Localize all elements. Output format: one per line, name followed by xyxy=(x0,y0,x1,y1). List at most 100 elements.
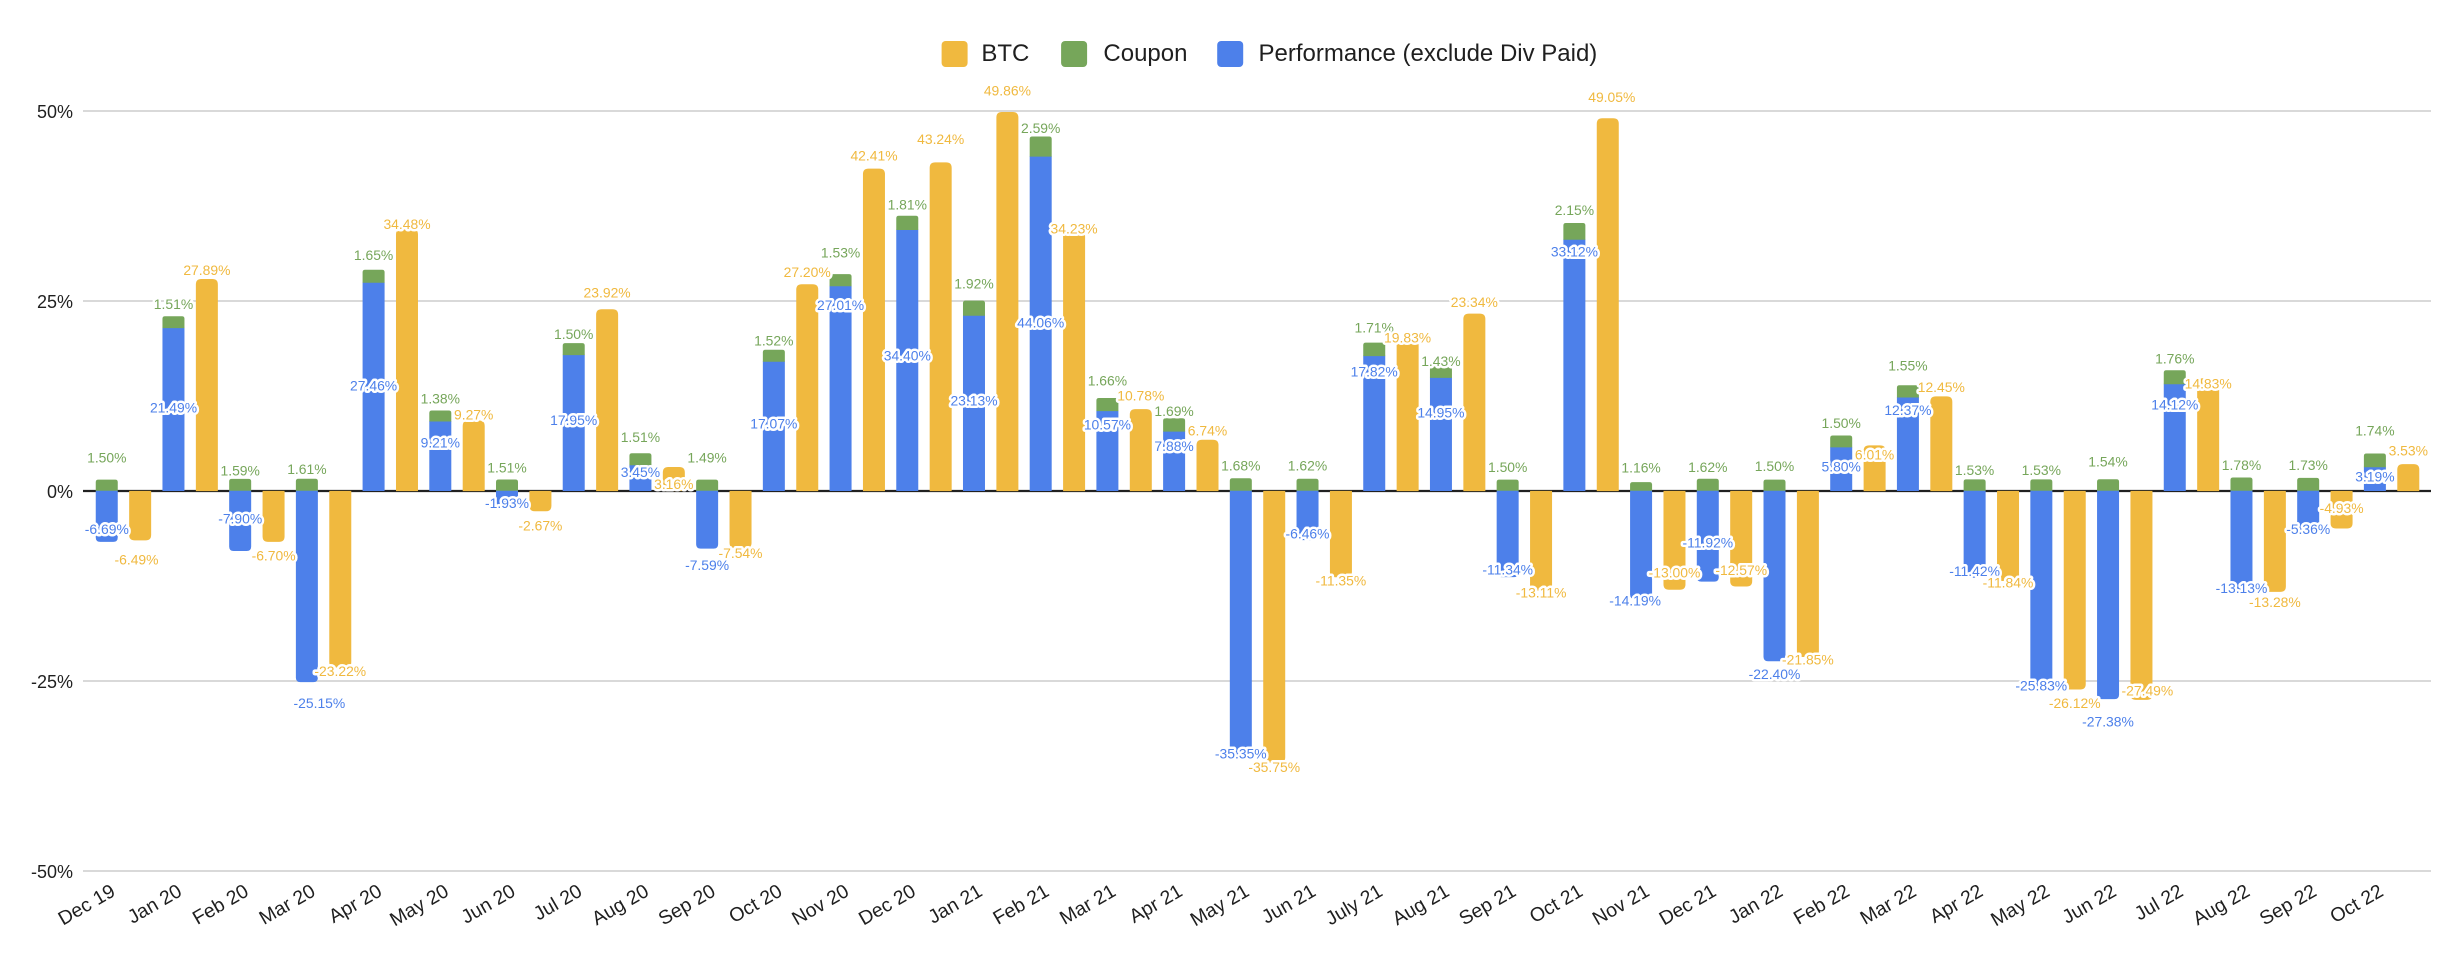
svg-text:-7.90%: -7.90% xyxy=(218,510,262,526)
svg-text:1.53%: 1.53% xyxy=(2022,462,2061,478)
svg-text:-6.69%: -6.69% xyxy=(85,521,129,537)
svg-text:1.53%: 1.53% xyxy=(1955,462,1994,478)
svg-text:25%: 25% xyxy=(37,292,73,312)
svg-text:-25%: -25% xyxy=(31,672,73,692)
svg-text:1.62%: 1.62% xyxy=(1688,459,1727,475)
svg-text:1.52%: 1.52% xyxy=(754,333,793,349)
svg-text:1.43%: 1.43% xyxy=(1421,353,1460,369)
svg-text:-11.84%: -11.84% xyxy=(1983,575,2034,591)
svg-text:1.53%: 1.53% xyxy=(821,245,860,261)
svg-text:10.57%: 10.57% xyxy=(1084,417,1131,433)
svg-text:-23.22%: -23.22% xyxy=(314,663,366,679)
svg-text:3.19%: 3.19% xyxy=(2355,469,2394,485)
svg-text:0%: 0% xyxy=(47,482,73,502)
svg-text:14.83%: 14.83% xyxy=(2185,376,2232,392)
svg-text:7.88%: 7.88% xyxy=(1154,438,1193,454)
svg-text:-35.35%: -35.35% xyxy=(1215,745,1267,761)
svg-text:-6.46%: -6.46% xyxy=(1285,526,1329,542)
svg-text:43.24%: 43.24% xyxy=(917,131,964,147)
svg-text:1.76%: 1.76% xyxy=(2155,351,2194,367)
svg-text:-7.54%: -7.54% xyxy=(718,545,762,561)
svg-text:-13.28%: -13.28% xyxy=(2249,594,2301,610)
svg-text:9.21%: 9.21% xyxy=(421,434,460,450)
svg-text:1.54%: 1.54% xyxy=(2088,454,2127,470)
svg-text:-6.49%: -6.49% xyxy=(114,551,158,567)
svg-text:-11.42%: -11.42% xyxy=(1949,563,2000,579)
svg-text:-11.92%: -11.92% xyxy=(1682,535,1733,551)
svg-text:10.78%: 10.78% xyxy=(1117,388,1164,404)
svg-text:-1.93%: -1.93% xyxy=(485,495,529,511)
svg-text:1.50%: 1.50% xyxy=(554,326,593,342)
svg-text:19.83%: 19.83% xyxy=(1384,329,1431,345)
svg-text:-27.38%: -27.38% xyxy=(2082,714,2134,730)
svg-text:42.41%: 42.41% xyxy=(850,148,897,164)
svg-text:50%: 50% xyxy=(37,102,73,122)
svg-text:23.13%: 23.13% xyxy=(950,393,997,409)
svg-text:49.05%: 49.05% xyxy=(1588,89,1635,105)
svg-text:-25.15%: -25.15% xyxy=(294,695,346,711)
svg-text:1.62%: 1.62% xyxy=(1288,458,1327,474)
svg-text:BTC: BTC xyxy=(981,40,1029,67)
svg-text:1.55%: 1.55% xyxy=(1888,358,1927,374)
svg-text:-25.83%: -25.83% xyxy=(2015,678,2067,694)
svg-text:3.45%: 3.45% xyxy=(621,464,660,480)
svg-text:-21.85%: -21.85% xyxy=(1782,651,1834,667)
svg-text:1.65%: 1.65% xyxy=(354,247,393,263)
svg-text:1.69%: 1.69% xyxy=(1154,403,1193,419)
svg-text:-27.49%: -27.49% xyxy=(2122,682,2174,698)
svg-text:1.61%: 1.61% xyxy=(287,461,326,477)
svg-text:1.78%: 1.78% xyxy=(2222,457,2261,473)
svg-text:1.59%: 1.59% xyxy=(221,462,260,478)
svg-text:1.38%: 1.38% xyxy=(421,390,460,406)
svg-text:9.27%: 9.27% xyxy=(454,406,493,422)
svg-text:-26.12%: -26.12% xyxy=(2049,695,2101,711)
svg-text:1.51%: 1.51% xyxy=(487,459,526,475)
svg-text:34.48%: 34.48% xyxy=(383,216,430,232)
svg-text:1.68%: 1.68% xyxy=(1221,458,1260,474)
svg-text:-6.70%: -6.70% xyxy=(252,547,296,563)
svg-text:14.12%: 14.12% xyxy=(2151,397,2198,413)
svg-text:27.20%: 27.20% xyxy=(784,264,831,280)
svg-text:1.73%: 1.73% xyxy=(2289,457,2328,473)
svg-text:23.92%: 23.92% xyxy=(584,285,631,301)
svg-text:17.07%: 17.07% xyxy=(750,416,797,432)
svg-text:-12.57%: -12.57% xyxy=(1715,562,1767,578)
svg-text:6.01%: 6.01% xyxy=(1855,447,1894,463)
svg-text:12.45%: 12.45% xyxy=(1918,379,1965,395)
svg-text:-13.00%: -13.00% xyxy=(1649,565,1701,581)
svg-text:-11.35%: -11.35% xyxy=(1316,572,1367,588)
svg-text:1.50%: 1.50% xyxy=(1755,458,1794,474)
svg-text:6.74%: 6.74% xyxy=(1188,423,1227,439)
svg-text:1.51%: 1.51% xyxy=(154,296,193,312)
svg-text:14.95%: 14.95% xyxy=(1417,405,1464,421)
svg-text:27.89%: 27.89% xyxy=(183,262,230,278)
svg-text:-22.40%: -22.40% xyxy=(1749,666,1801,682)
svg-text:33.12%: 33.12% xyxy=(1551,244,1598,260)
svg-text:1.50%: 1.50% xyxy=(87,450,126,466)
svg-text:-5.36%: -5.36% xyxy=(2286,521,2330,537)
svg-text:44.06%: 44.06% xyxy=(1017,315,1064,331)
svg-text:-35.75%: -35.75% xyxy=(1248,759,1300,775)
svg-text:1.81%: 1.81% xyxy=(888,197,927,213)
svg-text:1.50%: 1.50% xyxy=(1822,415,1861,431)
svg-text:-14.19%: -14.19% xyxy=(1609,593,1661,609)
svg-text:3.16%: 3.16% xyxy=(654,476,693,492)
svg-text:-13.11%: -13.11% xyxy=(1516,585,1567,601)
svg-text:-50%: -50% xyxy=(31,862,73,882)
svg-text:-11.34%: -11.34% xyxy=(1482,561,1533,577)
svg-text:1.50%: 1.50% xyxy=(1488,459,1527,475)
svg-text:23.34%: 23.34% xyxy=(1451,294,1498,310)
svg-text:27.46%: 27.46% xyxy=(350,378,397,394)
svg-text:34.40%: 34.40% xyxy=(884,348,931,364)
svg-text:Performance (exclude Div Paid): Performance (exclude Div Paid) xyxy=(1259,40,1598,67)
svg-text:17.95%: 17.95% xyxy=(550,412,597,428)
svg-text:49.86%: 49.86% xyxy=(984,83,1031,99)
svg-text:1.51%: 1.51% xyxy=(621,429,660,445)
svg-text:1.74%: 1.74% xyxy=(2355,423,2394,439)
svg-text:-2.67%: -2.67% xyxy=(518,518,562,534)
svg-text:1.49%: 1.49% xyxy=(687,449,726,465)
svg-text:1.66%: 1.66% xyxy=(1088,373,1127,389)
svg-text:-13.13%: -13.13% xyxy=(2216,580,2268,596)
svg-text:5.80%: 5.80% xyxy=(1822,458,1861,474)
svg-text:34.23%: 34.23% xyxy=(1051,221,1098,237)
